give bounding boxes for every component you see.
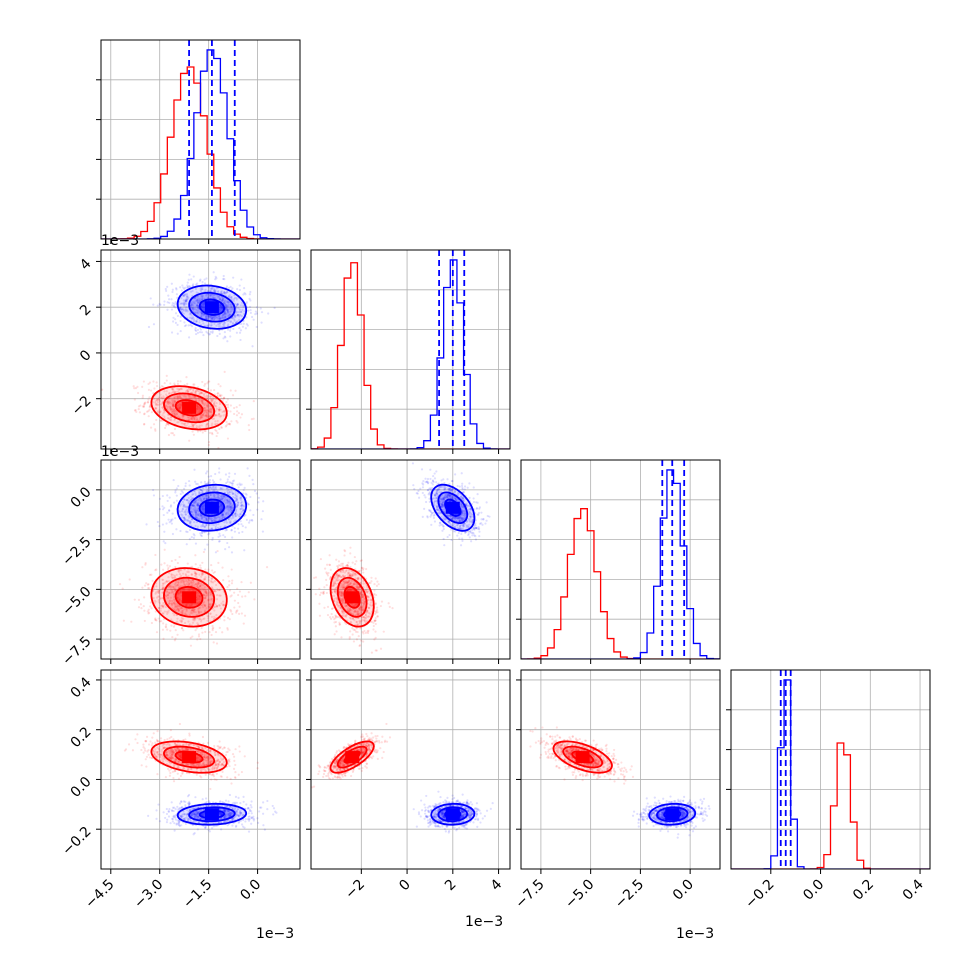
density-peak-blue [204,301,219,314]
panel-frame [310,459,511,660]
panel-frame [310,669,511,870]
offset-label-col-2: 1e−3 [676,926,714,942]
y-tick-label: 0.0 [68,484,95,511]
density-peak-blue [665,808,680,821]
y-tick-label: −0.2 [59,824,94,859]
density-peak-blue [204,808,219,821]
x-tick-label: 0.4 [900,876,927,903]
x-tick-label: −7.5 [512,877,547,912]
panel-r3-c2: −7.5 −5.0 −2.5 0.0 [512,669,721,912]
panel-r1-c1 [306,249,511,454]
x-tick-label: −4.5 [82,877,117,912]
x-tick-label: 0.0 [237,877,264,904]
density-peak-blue [204,501,219,514]
y-tick-label: 4 [77,256,95,274]
panel-r1-c0: −2 0 2 4 [69,249,301,454]
density-peak-red [182,591,197,604]
y-tick-label: 0.0 [68,774,95,801]
x-tick-label: −2.5 [612,877,647,912]
panels-layer: −2 0 2 4 −7.5 −5.0 −2.5 0.0 −0.2 0.0 0.2 0.4 −4.5 −3.… [59,39,931,912]
panel-r3-c1: −2 0 2 4 [306,669,511,903]
y-tick-label: 2 [77,302,95,320]
x-tick-label: −2 [342,877,368,903]
x-tick-label: −0.2 [742,877,777,912]
y-tick-label: −2 [69,393,95,419]
x-tick-label: 2 [442,877,460,895]
x-tick-label: 4 [488,876,506,894]
panel-frame [730,669,931,870]
histogram-blue-2 [521,469,720,659]
x-tick-label: 0.0 [670,877,697,904]
y-tick-label: −5.0 [59,584,94,619]
panel-r3-c3: −0.2 0.0 0.2 0.4 [726,669,931,912]
offset-label-row-1: 1e−3 [101,233,139,249]
panel-frame [100,459,301,660]
x-tick-label: −1.5 [180,877,215,912]
y-tick-label: 0.2 [68,724,95,751]
histogram-red-3 [731,742,930,869]
density-peak-blue [445,501,460,514]
histogram-red-1 [311,262,510,449]
x-tick-label: −3.0 [131,877,166,912]
labels-layer: 1e−3 1e−3 1e−3 1e−3 1e−3 [101,233,714,942]
density-peak-red [345,591,360,604]
panel-r2-c1 [306,459,511,664]
density-peak-blue [445,808,460,821]
histogram-blue-0 [101,49,300,239]
x-tick-label: −5.0 [562,877,597,912]
histogram-blue-1 [311,259,510,449]
offset-label-row-2: 1e−3 [101,444,139,460]
y-tick-label: −2.5 [59,534,94,569]
panel-r3-c0: −0.2 0.0 0.2 0.4 −4.5 −3.0 −1.5 0.0 [59,669,301,912]
panel-r0-c0 [96,39,301,244]
density-peak-red [182,401,197,414]
y-tick-label: −7.5 [59,633,94,668]
offset-label-col-0: 1e−3 [256,926,294,942]
panel-frame [310,249,511,450]
panel-frame [100,249,301,450]
panel-frame [520,669,721,870]
panel-frame [100,39,301,240]
panel-r2-c2 [516,459,721,664]
x-tick-label: 0.2 [850,877,877,904]
panel-frame [100,669,301,870]
y-tick-label: 0.4 [68,674,95,701]
density-peak-red [182,751,197,764]
panel-frame [520,459,721,660]
offset-label-col-1: 1e−3 [465,914,503,930]
x-tick-label: 0 [396,877,414,895]
x-tick-label: 0.0 [800,877,827,904]
density-peak-red [575,751,590,764]
density-peak-red [345,751,360,764]
histogram-red-2 [521,508,720,659]
y-tick-label: 0 [77,347,95,365]
panel-r2-c0: −7.5 −5.0 −2.5 0.0 [59,459,301,669]
